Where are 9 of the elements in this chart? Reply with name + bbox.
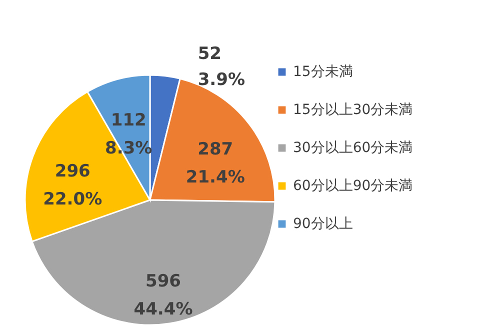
legend-label: 60分以上90分未満	[293, 178, 413, 194]
data-label: 52 3.9%	[198, 44, 245, 90]
legend-label: 15分以上30分未満	[293, 102, 413, 118]
legend-label: 90分以上	[293, 216, 353, 232]
legend-label: 30分以上60分未満	[293, 140, 413, 156]
data-label: 287 21.4%	[186, 140, 245, 188]
data-label: 296 22.0%	[43, 161, 102, 210]
legend-label: 15分未満	[293, 64, 353, 80]
data-label: 596 44.4%	[134, 271, 193, 320]
